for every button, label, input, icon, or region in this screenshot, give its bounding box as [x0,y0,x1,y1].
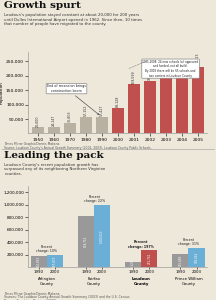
Text: 217,141: 217,141 [180,56,184,70]
Bar [80,117,92,134]
Text: 57,427: 57,427 [100,104,104,116]
Text: 197,873: 197,873 [53,255,57,266]
Text: 170,896: 170,896 [37,256,41,267]
Text: 231,423: 231,423 [196,52,200,66]
Bar [189,248,205,267]
Text: 36,803: 36,803 [68,110,72,122]
Bar [128,84,140,134]
Bar [31,256,47,267]
Text: 88,128: 88,128 [116,96,120,107]
Text: 309,034: 309,034 [195,252,199,263]
Text: End of recession brings
construction boom: End of recession brings construction boo… [47,84,99,115]
Text: Fairfax
County: Fairfax County [87,277,101,286]
Bar [48,127,60,134]
Text: Loudoun's population stayed constant at about 20,000 for 200 years
until Dulles : Loudoun's population stayed constant at … [4,13,142,26]
Text: Source: Loudoun County's Annual Growth Summary (2002, 2003), Loudoun County Publ: Source: Loudoun County's Annual Growth S… [4,146,152,150]
Text: 86,129: 86,129 [131,260,135,269]
Text: 196,214: 196,214 [164,62,168,76]
Bar [112,108,124,134]
Text: Arlington
County: Arlington County [38,277,56,286]
Text: 180,726: 180,726 [148,67,152,80]
Text: 271,741: 271,741 [147,253,151,264]
Text: 57,152: 57,152 [84,105,88,116]
Text: 24,147: 24,147 [52,114,56,126]
Text: Loudoun County's recent population growth has
surpassed any of its neighboring N: Loudoun County's recent population growt… [4,163,106,176]
Bar [32,128,44,134]
Bar [176,71,188,134]
Text: Percent
change: 10%: Percent change: 10% [37,245,57,254]
Bar [144,81,156,134]
Text: 215,686: 215,686 [178,255,183,266]
Text: Prince William
County: Prince William County [175,277,202,286]
Text: Loudoun
County: Loudoun County [132,277,151,286]
Bar [125,262,141,267]
Text: Times Mirror Graphic/Dennis Makena: Times Mirror Graphic/Dennis Makena [4,142,60,146]
Bar [160,77,172,134]
Bar [192,67,204,134]
Text: 21,000: 21,000 [36,115,40,127]
Text: Growth spurt: Growth spurt [4,2,81,10]
Text: Percent
change: 22%: Percent change: 22% [84,195,105,203]
Text: Sources: The Loudoun County Annual Growth Summary (2003) and the U.S. Census: Sources: The Loudoun County Annual Growt… [4,295,130,299]
Bar [141,250,157,267]
Text: 169,599: 169,599 [132,70,136,84]
Text: 1,000,023: 1,000,023 [100,229,104,243]
Text: Times Mirror Graphic/Dennis Makena: Times Mirror Graphic/Dennis Makena [4,292,60,295]
Text: Percent
change: 197%: Percent change: 197% [128,240,154,249]
Bar [94,205,110,267]
Bar [47,255,63,267]
Bar [78,216,94,267]
Text: 2005-2008: 24 new schools (all approved
and funded, not all built).
By 2008 ther: 2005-2008: 24 new schools (all approved … [143,60,199,77]
Text: Bureau, Population Division (1990): Bureau, Population Division (1990) [4,299,56,300]
Bar [64,123,76,134]
Text: 818,714: 818,714 [84,236,88,247]
Y-axis label: Population: Population [0,82,3,104]
Text: Leading the pack: Leading the pack [4,151,104,160]
Bar [96,117,108,134]
Text: Percent
change: 31%: Percent change: 31% [178,238,199,247]
Bar [172,254,189,267]
